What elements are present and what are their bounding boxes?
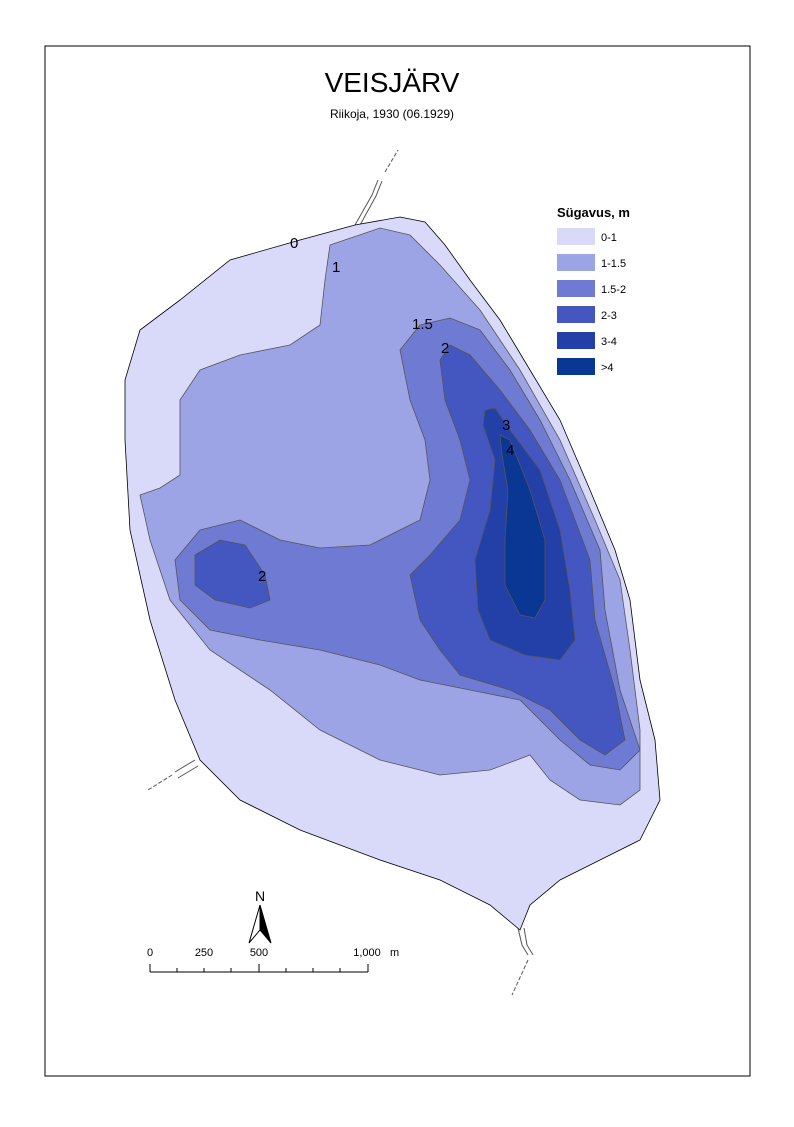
contour-label: 3 [502,417,510,434]
contour-label: 1 [332,259,340,276]
inflow [354,179,383,226]
outflow-arrow [147,774,173,791]
legend: Sügavus, m 0-1 1-1.5 1.5-2 2-3 3-4 >4 [557,205,630,375]
depth-zones [124,216,661,931]
streams [147,149,534,996]
scale-label: 0 [147,947,153,959]
scale-bar: 0 250 500 1,000 m [147,947,399,973]
legend-swatch [557,254,595,271]
legend-label: 1-1.5 [601,258,626,270]
north-arrow: N [248,888,272,944]
scale-label: 250 [195,947,213,959]
subtitle: Riikoja, 1930 (06.1929) [330,107,454,121]
outflow [174,759,199,779]
contour-label: 1.5 [412,316,433,333]
legend-swatch [557,228,595,245]
zone-2-3-west [194,539,271,609]
legend-swatch [557,332,595,349]
north-arrow-right [259,904,272,944]
legend-swatch [557,358,595,375]
legend-title: Sügavus, m [557,205,630,220]
north-label: N [255,888,265,904]
scale-label: 500 [250,947,268,959]
scale-line [149,964,369,973]
contour-labels: 0 1 1.5 2 3 4 2 [258,235,514,585]
contour-label: 2 [441,340,449,357]
contour-label: 2 [258,568,266,585]
legend-label: 2-3 [601,310,617,322]
outflow-south-arrow [511,959,529,996]
scale-unit: m [390,947,399,959]
contour-label: 4 [506,442,514,459]
inflow-arrow [384,149,399,173]
contour-label: 0 [290,235,298,252]
scale-label: 1,000 [353,947,381,959]
legend-swatch [557,280,595,297]
title: VEISJÄRV [325,67,460,98]
legend-label: 0-1 [601,232,617,244]
legend-label: >4 [601,362,614,374]
legend-swatch [557,306,595,323]
outflow-south [517,927,534,956]
zone-over-4 [499,434,546,619]
legend-label: 1.5-2 [601,284,626,296]
legend-label: 3-4 [601,336,617,348]
